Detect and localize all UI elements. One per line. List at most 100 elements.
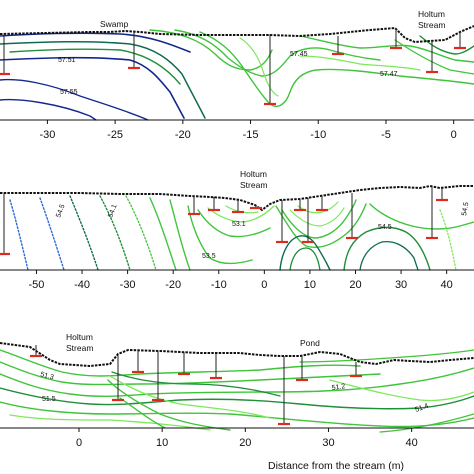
- x-tick-label: -5: [381, 129, 391, 141]
- contour-line: [359, 240, 419, 271]
- contour-line: [9, 414, 211, 431]
- contour-line: [0, 349, 361, 377]
- panel-top-contours: [0, 29, 474, 121]
- contour-line: [379, 413, 474, 433]
- panel-bottom-x-ticks: 0 10 20 30 40: [76, 428, 418, 449]
- contour-line: [0, 387, 474, 410]
- contour-line: [0, 361, 381, 386]
- contour-line: [279, 235, 331, 271]
- contour-label: 57.45: [290, 51, 308, 58]
- contour-line: [239, 37, 279, 97]
- x-tick-label: -30: [120, 279, 136, 291]
- x-tick-label: -15: [243, 129, 259, 141]
- contour-label: 53.1: [232, 221, 246, 228]
- contour-label: 51.4: [414, 403, 429, 414]
- contour-line: [169, 199, 191, 271]
- x-tick-label: 20: [349, 279, 361, 291]
- x-tick-label: -10: [310, 129, 326, 141]
- contour-label: 54.5: [461, 202, 470, 217]
- ground-surface: [0, 25, 474, 44]
- panel-middle-contours: [9, 195, 474, 271]
- contour-line: [0, 40, 206, 119]
- feature-label-line2: Stream: [418, 20, 445, 30]
- contour-label: 51.5: [42, 396, 56, 403]
- contour-label: 51.3: [39, 371, 54, 381]
- contour-line: [149, 197, 177, 271]
- contour-line: [329, 379, 474, 402]
- x-tick-label: 40: [441, 279, 453, 291]
- feature-label-line2: Stream: [240, 180, 267, 190]
- contour-label: 53.5: [202, 253, 216, 260]
- contour-line: [9, 199, 29, 271]
- contour-line: [107, 379, 231, 431]
- contour-line: [149, 29, 273, 71]
- contour-label: 57.51: [58, 57, 76, 64]
- x-tick-label: 30: [322, 437, 334, 449]
- x-tick-label: 30: [395, 279, 407, 291]
- x-tick-label: -10: [211, 279, 227, 291]
- feature-label-line1: Holtum: [66, 332, 93, 342]
- feature-label: Swamp: [100, 19, 129, 29]
- contour-line: [125, 195, 157, 271]
- contour-label: 57.47: [380, 71, 398, 78]
- contour-line: [69, 195, 99, 271]
- contour-label: 57.55: [60, 89, 78, 96]
- x-tick-label: -30: [39, 129, 55, 141]
- x-tick-label: 0: [76, 437, 82, 449]
- contour-line: [0, 78, 149, 121]
- contour-line: [109, 375, 271, 419]
- contour-line: [289, 247, 321, 271]
- panel-bottom-piezometers: [30, 345, 362, 426]
- contour-line: [174, 29, 381, 77]
- contour-line: [369, 203, 474, 230]
- contour-line: [207, 205, 275, 223]
- panel-bottom: Holtum Stream Pond 51.3 51.5 51.2 51.4 0…: [0, 332, 474, 472]
- x-tick-label: -25: [107, 129, 123, 141]
- contour-line: [343, 226, 431, 271]
- x-tick-label: -20: [165, 279, 181, 291]
- contour-line: [299, 35, 474, 63]
- x-tick-label: 10: [156, 437, 168, 449]
- contour-line: [187, 205, 253, 265]
- contour-label: 54.5: [378, 224, 392, 231]
- ground-surface: [0, 184, 474, 212]
- feature-label-line1: Holtum: [240, 169, 267, 179]
- ground-surface: [0, 342, 474, 368]
- x-tick-label: 0: [451, 129, 457, 141]
- contour-line: [299, 349, 474, 363]
- contour-line: [289, 207, 345, 227]
- x-tick-label: 0: [261, 279, 267, 291]
- feature-label-line2: Stream: [66, 343, 93, 353]
- contour-line: [197, 209, 271, 238]
- contour-line: [199, 31, 474, 108]
- x-tick-label: -20: [175, 129, 191, 141]
- x-tick-label: -40: [74, 279, 90, 291]
- feature-label: Pond: [300, 338, 320, 348]
- contour-line: [9, 48, 181, 85]
- contour-line: [0, 32, 191, 53]
- contour-label: 54.1: [107, 203, 118, 218]
- panel-middle: Holtum Stream 54.5 54.1 53.1 53.5 54.5 5…: [0, 169, 474, 291]
- panel-top: Swamp Holtum Stream 57.51 57.45 57.47 57…: [0, 9, 474, 141]
- contour-line: [119, 397, 166, 429]
- contour-line: [99, 195, 131, 271]
- contour-line: [0, 367, 474, 398]
- x-axis-label: Distance from the stream (m): [268, 460, 404, 472]
- contour-line: [275, 203, 367, 248]
- contour-line: [299, 55, 421, 71]
- contour-line: [394, 39, 474, 75]
- contour-line: [39, 197, 65, 271]
- contour-line: [0, 401, 474, 428]
- panel-bottom-contours: [0, 349, 474, 433]
- contour-line: [439, 209, 457, 271]
- x-tick-label: -50: [29, 279, 45, 291]
- contour-line: [111, 371, 281, 397]
- x-tick-label: 10: [304, 279, 316, 291]
- panel-top-piezometers: [0, 28, 466, 106]
- x-tick-label: 20: [239, 437, 251, 449]
- contour-line: [0, 56, 185, 119]
- feature-label-line1: Holtum: [418, 9, 445, 19]
- contour-line: [0, 98, 97, 121]
- x-tick-label: 40: [406, 437, 418, 449]
